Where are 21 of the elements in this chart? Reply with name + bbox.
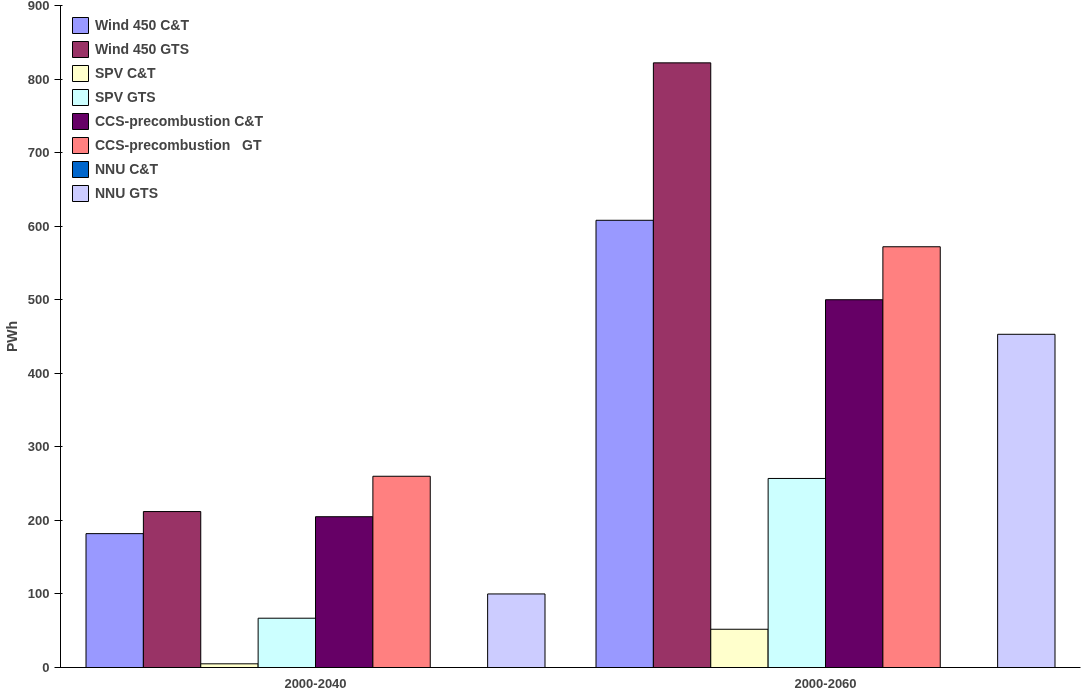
y-tick-label: 800 xyxy=(27,71,50,87)
legend-label: NNU GTS xyxy=(95,185,158,201)
y-tick-label: 300 xyxy=(27,439,50,455)
y-tick-label: 100 xyxy=(27,586,50,602)
y-tick-label: 700 xyxy=(27,145,50,161)
legend-label: NNU C&T xyxy=(95,161,158,177)
x-tick-label: 2000-2060 xyxy=(794,675,857,691)
legend-label: Wind 450 C&T xyxy=(95,17,189,33)
legend-label: Wind 450 GTS xyxy=(95,41,190,57)
y-tick-label: 0 xyxy=(42,660,50,675)
y-tick-label: 600 xyxy=(27,218,50,234)
legend-label: CCS-precombustion GT xyxy=(95,137,262,153)
y-tick-label: 900 xyxy=(27,0,50,13)
legend-label: CCS-precombustion C&T xyxy=(95,113,263,129)
legend-label: SPV GTS xyxy=(95,89,156,105)
legend-label: SPV C&T xyxy=(95,65,156,81)
y-axis-title: PWh xyxy=(3,320,20,353)
y-tick-label: 400 xyxy=(27,365,50,381)
x-tick-label: 2000-2040 xyxy=(284,675,347,691)
y-tick-label: 500 xyxy=(27,292,50,308)
y-tick-label: 200 xyxy=(27,512,50,528)
